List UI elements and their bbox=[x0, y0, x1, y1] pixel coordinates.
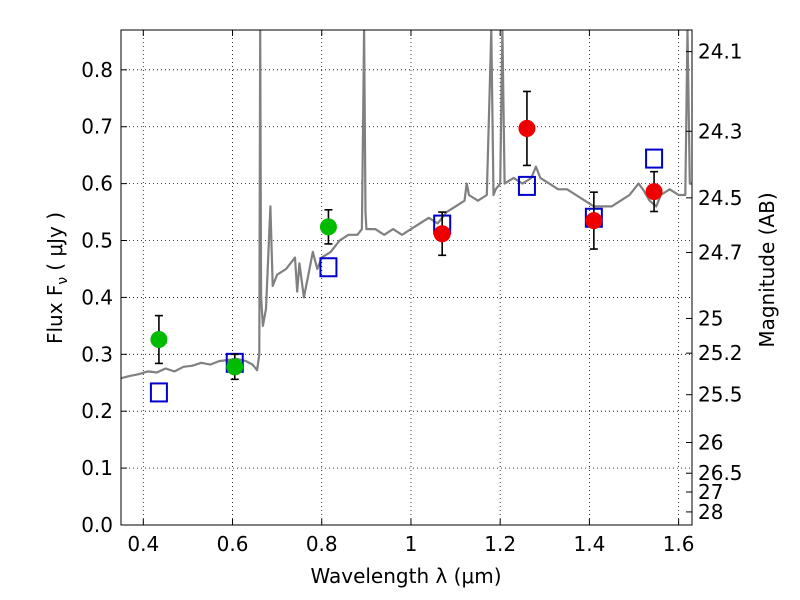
x-tick-label: 0.4 bbox=[127, 532, 159, 556]
y-tick-label: 0.0 bbox=[81, 513, 113, 537]
model-square-point bbox=[149, 382, 168, 403]
y2-tick-label: 26.5 bbox=[698, 461, 743, 485]
x-tick-label: 1.2 bbox=[484, 532, 516, 556]
y-tick-label: 0.3 bbox=[81, 342, 113, 366]
observed-point bbox=[150, 331, 168, 349]
y2-tick-label: 27 bbox=[698, 480, 723, 504]
y2-tick-label: 24.7 bbox=[698, 240, 743, 264]
y-tick-label: 0.8 bbox=[81, 58, 113, 82]
spectrum-path bbox=[121, 30, 692, 380]
x-tick-label: 1.4 bbox=[573, 532, 605, 556]
observed-point bbox=[319, 218, 337, 236]
y2-tick-label: 28 bbox=[698, 500, 723, 524]
spectrum-line bbox=[121, 30, 692, 380]
y-tick-label: 0.7 bbox=[81, 115, 113, 139]
y2-tick-label: 25.5 bbox=[698, 383, 743, 407]
y2-tick-label: 25 bbox=[698, 306, 723, 330]
y-tick-label: 0.6 bbox=[81, 172, 113, 196]
y2-axis-label: Magnitude (AB) bbox=[755, 192, 779, 347]
x-tick-label: 0.8 bbox=[306, 532, 338, 556]
x-axis-label: Wavelength λ (μm) bbox=[310, 564, 501, 588]
y2-tick-label: 26 bbox=[698, 431, 723, 455]
y-axis-label-main: Flux F bbox=[43, 285, 67, 344]
grid bbox=[121, 30, 692, 526]
x-tick-label: 1.6 bbox=[663, 532, 695, 556]
y-tick-label: 0.1 bbox=[81, 456, 113, 480]
x-tick-label: 1 bbox=[405, 532, 418, 556]
y2-tick-label: 24.5 bbox=[698, 186, 743, 210]
data-markers bbox=[149, 90, 664, 403]
model-square-point bbox=[319, 257, 338, 278]
observed-point bbox=[585, 212, 603, 230]
y2-tick-label: 25.2 bbox=[698, 341, 743, 365]
axis-ticks: 0.4 0.6 0.8 1 1.2 1.4 1.6 0.0 0.1 0.2 0.3 0.4 0.5 0.6… bbox=[81, 30, 743, 556]
observed-point bbox=[645, 183, 663, 201]
y-tick-label: 0.4 bbox=[81, 285, 113, 309]
observed-point bbox=[518, 119, 536, 137]
y2-tick-label: 24.3 bbox=[698, 119, 743, 143]
y-axis-label-subscript: ν bbox=[55, 277, 71, 285]
y-tick-label: 0.5 bbox=[81, 229, 113, 253]
model-square-point bbox=[517, 175, 536, 196]
observed-point bbox=[433, 225, 451, 243]
plot-frame bbox=[120, 29, 693, 526]
y-axis-label: Flux Fν ( μJy ) bbox=[43, 212, 71, 344]
model-square-point bbox=[645, 148, 664, 169]
y-tick-label: 0.2 bbox=[81, 399, 113, 423]
y2-tick-label: 24.1 bbox=[698, 40, 743, 64]
observed-point bbox=[226, 358, 244, 376]
y-axis-label-unit: ( μJy ) bbox=[43, 212, 67, 271]
x-tick-label: 0.6 bbox=[217, 532, 249, 556]
